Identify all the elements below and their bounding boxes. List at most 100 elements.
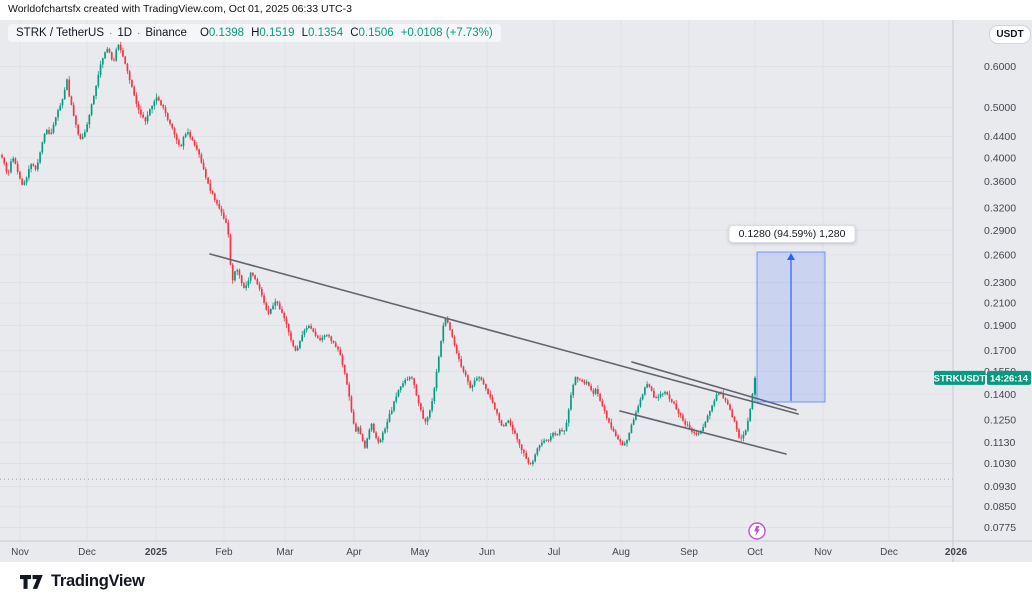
candlestick [583,381,586,384]
candlestick [245,285,248,288]
candlestick [570,395,572,410]
time-axis-label[interactable]: Jul [548,547,561,558]
time-axis-label[interactable]: Oct [747,547,763,558]
time-axis-label[interactable]: Sep [680,547,698,558]
candlestick [350,396,353,412]
candlestick [343,364,346,374]
candlestick [433,388,436,402]
time-axis-label[interactable]: May [411,547,430,558]
price-axis-label[interactable]: 0.4000 [984,152,1016,164]
candlestick [254,275,256,280]
price-axis-label[interactable]: 0.1030 [984,458,1016,470]
price-axis-label[interactable]: 0.2600 [984,249,1016,261]
candlestick [455,345,458,354]
candlestick [189,132,192,138]
candlestick [68,79,71,97]
candlestick [623,443,626,446]
candlestick [278,303,281,310]
candlestick [16,163,19,172]
candlestick [666,391,669,395]
candlestick [435,371,438,389]
price-axis-label[interactable]: 0.3200 [984,203,1016,215]
candlestick [198,149,200,155]
candlestick [507,420,510,423]
time-axis-label[interactable]: Nov [11,547,29,558]
price-axis-label[interactable]: 0.2100 [984,297,1016,309]
candlestick [711,405,713,412]
countdown-badge-text: 14:26:14 [990,373,1029,384]
price-axis-label[interactable]: 0.0930 [984,481,1016,493]
candlestick [496,409,498,414]
currency-toggle-button[interactable]: USDT [989,25,1031,44]
candlestick [5,163,8,172]
price-axis-label[interactable]: 0.2900 [984,225,1016,237]
candlestick [366,438,368,448]
candlestick [276,301,279,304]
candlestick [90,104,93,115]
symbol-name[interactable]: STRK / TetherUS [16,27,104,39]
candlestick [390,410,393,414]
price-axis-label[interactable]: 0.5000 [984,102,1016,114]
candlestick [12,158,15,162]
price-axis-label[interactable]: 0.6000 [984,61,1016,73]
candlestick [348,384,351,397]
time-axis-label[interactable]: 2025 [145,547,168,558]
price-range-label[interactable]: 0.1280 (94.59%) 1,280 [728,225,856,243]
trendline[interactable] [209,253,799,415]
price-axis-label[interactable]: 0.1700 [984,345,1016,357]
candlestick [119,44,122,51]
time-axis-label[interactable]: Aug [612,547,630,558]
time-axis-label[interactable]: Nov [814,547,832,558]
price-axis-label[interactable]: 0.1250 [984,414,1016,426]
timeframe-label[interactable]: 1D [117,27,133,39]
candlestick [41,142,44,153]
candlestick [23,182,26,185]
candlestick [386,421,389,429]
candlestick [364,440,366,448]
time-axis-label[interactable]: Feb [215,547,233,558]
price-axis-label[interactable]: 0.4400 [984,131,1016,143]
time-axis-label[interactable]: Apr [346,547,362,558]
candlestick [673,401,675,404]
candlestick [417,395,420,404]
candlestick [740,437,743,439]
candlestick [375,432,377,438]
candlestick [509,420,512,425]
chart-background [0,20,1032,562]
candlestick [182,137,185,147]
candlestick [536,448,539,455]
candlestick [301,335,304,341]
time-axis-label[interactable]: Dec [880,547,898,558]
price-axis-label[interactable]: 0.1130 [984,437,1015,449]
price-axis-label[interactable]: 0.2300 [984,277,1016,289]
price-axis-label[interactable]: 0.0850 [984,501,1016,513]
trendline[interactable] [619,410,787,455]
price-axis-label[interactable]: 0.1400 [984,389,1016,401]
brand-wordmark: TradingView [51,571,145,590]
price-axis-label[interactable]: 0.1900 [984,320,1016,332]
candlestick [292,340,295,347]
candlestick [652,390,655,398]
candlestick [641,394,644,400]
candlestick [113,59,115,61]
candlestick [527,458,530,464]
candlestick [48,130,50,134]
candlestick [708,411,711,416]
candlestick [162,105,165,108]
time-axis-label[interactable]: Mar [276,547,294,558]
chart-canvas[interactable]: 0.6000 0.5000 0.4400 0.4000 0.3600 0.3200 0.29… [0,20,1032,562]
ohlc-pair: H0.1519 [251,27,295,39]
price-axis-label[interactable]: 0.0775 [984,522,1016,534]
tradingview-brand[interactable]: TradingView [20,571,145,591]
candlestick [75,115,77,125]
candlestick [328,335,330,337]
candlestick [184,134,187,138]
candlestick [476,378,478,381]
price-axis-label[interactable]: 0.3600 [984,176,1016,188]
candlestick [153,101,156,106]
time-axis-label[interactable]: Jun [479,547,495,558]
time-axis-label[interactable]: Dec [78,547,96,558]
candlestick [393,401,395,411]
candlestick [330,336,333,341]
time-axis-label[interactable]: 2026 [945,547,968,558]
